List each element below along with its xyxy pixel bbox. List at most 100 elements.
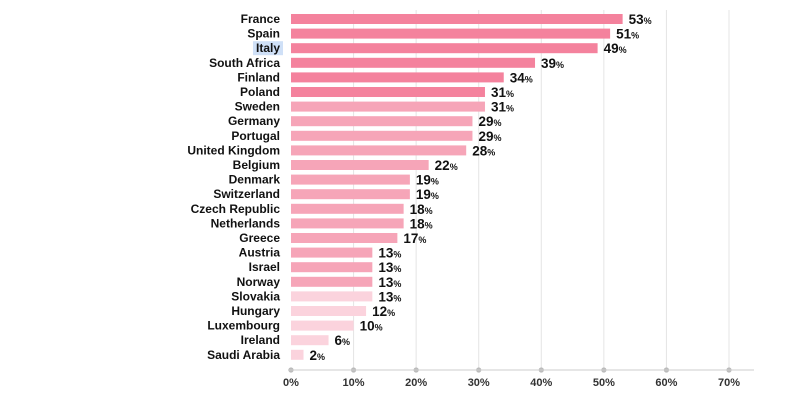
value-label: 31% [491,85,514,100]
value-label: 13% [378,275,401,290]
value-unit: % [493,118,501,128]
value-number: 19 [416,187,431,202]
value-number: 29 [478,114,493,129]
category-label: Switzerland [213,187,280,201]
value-label: 10% [360,319,383,334]
value-number: 53 [629,12,645,27]
value-unit: % [487,147,495,157]
value-number: 13 [378,289,394,304]
value-number: 51 [616,27,632,42]
value-number: 29 [478,129,493,144]
bar [291,233,398,243]
x-axis: 0% 10% 20% 30% 40% 50% 60% 70% [283,367,754,389]
value-unit: % [493,133,501,143]
value-label: 34% [510,70,533,85]
category-label: Israel [249,260,280,274]
category-label: Denmark [229,173,281,187]
value-unit: % [425,206,433,216]
value-number: 34 [510,70,526,85]
value-label: 18% [410,202,433,217]
value-label: 51% [616,27,639,42]
value-label: 19% [416,173,439,188]
value-label: 12% [372,304,395,319]
value-label: 17% [403,231,426,246]
value-number: 12 [372,304,387,319]
value-label: 13% [378,289,401,304]
category-label: Sweden [235,100,280,114]
value-label: 18% [410,216,433,231]
value-number: 31 [491,85,507,100]
value-label: 49% [604,41,627,56]
category-label: Germany [228,114,280,128]
bar [291,101,485,112]
bar [291,116,473,127]
category-label: South Africa [209,56,280,70]
value-unit: % [556,60,564,70]
value-number: 49 [604,41,619,56]
category-label: Spain [247,27,280,41]
value-unit: % [619,45,627,55]
tick-label: 40% [530,377,552,389]
bar [291,349,304,360]
value-unit: % [317,352,325,362]
value-label: 29% [478,114,501,129]
category-label: Greece [239,231,280,245]
value-unit: % [506,104,514,114]
tick-label: 60% [655,377,677,389]
value-number: 19 [416,173,431,188]
bar [291,57,536,68]
value-unit: % [450,162,458,172]
category-label: Finland [237,70,280,84]
value-unit: % [393,279,401,289]
value-label: 22% [435,158,458,173]
value-label: 2% [310,348,326,363]
value-number: 18 [410,202,426,217]
category-label: France [241,12,281,26]
category-label: Italy [256,41,280,55]
bar [291,291,373,302]
value-label: 53% [629,12,652,27]
tick-label: 0% [283,377,299,389]
category-label: Luxembourg [207,319,280,333]
bar [291,160,429,170]
value-label: 29% [478,129,501,144]
value-label: 31% [491,100,514,115]
bar [291,189,410,200]
bar [291,320,354,331]
value-label: 19% [416,187,439,202]
category-label: Austria [239,246,281,260]
value-number: 39 [541,56,556,71]
category-label: Saudi Arabia [207,348,280,362]
value-unit: % [375,323,383,333]
value-number: 13 [378,260,394,275]
tick-label: 10% [343,377,365,389]
tick-label: 50% [593,377,615,389]
value-number: 6 [335,333,343,348]
value-unit: % [425,220,433,230]
bar [291,130,473,141]
value-label: 6% [335,333,351,348]
category-label: Poland [240,85,280,99]
value-unit: % [418,235,426,245]
value-unit: % [506,89,514,99]
category-label: Czech Republic [191,202,281,216]
value-unit: % [644,16,652,26]
value-number: 10 [360,319,375,334]
value-number: 18 [410,216,426,231]
value-unit: % [431,177,439,187]
value-unit: % [525,74,533,84]
bar [291,276,373,287]
tick-label: 20% [405,377,427,389]
category-label: United Kingdom [187,143,280,157]
bar [291,72,504,83]
bar [291,28,611,39]
bar [291,145,467,156]
bar [291,174,410,185]
bar [291,14,623,24]
value-number: 22 [435,158,450,173]
tick-label: 70% [718,377,740,389]
bar [291,335,329,346]
category-label: Hungary [231,304,280,318]
value-label: 13% [378,246,401,261]
category-label: Ireland [241,333,280,347]
